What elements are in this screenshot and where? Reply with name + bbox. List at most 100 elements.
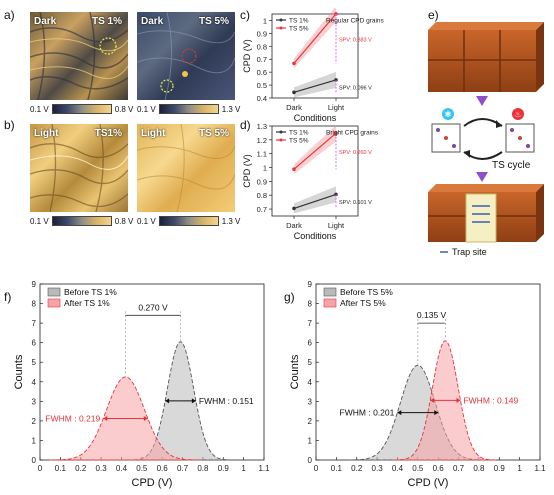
colorbar-gradient [158,216,219,226]
colorbar-max: 0.8 V [114,104,134,114]
x-tick-label: 0.1 [55,464,67,473]
legend-label: After TS 1% [64,298,110,308]
data-point [334,192,338,197]
y-tick-label: 7 [32,319,37,328]
colorbar-b-right: 0.1 V 1.3 V [137,216,240,226]
chart-f: 0 1 2 3 4 5 6 7 8 9 0 0.1 0.2 0.3 0.4 0.5 0.6 0.7 0.8 0.9 1 1… [14,280,270,489]
y-tick-label: 6 [32,339,37,348]
x-axis-label: Conditions [294,231,337,241]
confidence-band [294,71,336,98]
y-tick-label: 1.2 [257,136,267,145]
chart-title: Regular CPD grains [326,18,385,25]
y-tick-label: 0.8 [257,191,267,200]
legend-label: Before TS 1% [64,287,117,297]
y-tick-label: 1 [32,436,37,445]
legend-label: TS 1% [289,18,309,25]
x-tick-label: 0.4 [392,464,404,473]
legend-swatch [47,287,61,297]
colorbar-a-left: 0.1 V 0.8 V [30,104,133,114]
colorbar-gradient [51,216,112,226]
afm-image-light-ts5: Light TS 5% [137,124,235,212]
x-tick-label: 0 [38,464,43,473]
colorbar-max: 1.3 V [221,104,241,114]
x-tick-label: 0.8 [197,464,209,473]
panel-label-c: c) [240,8,250,22]
x-tick-label: 0.5 [136,464,148,473]
y-tick-label: 5 [32,358,37,367]
x-tick-label: 0.7 [177,464,189,473]
x-tick-label: 0.8 [473,464,485,473]
afm-image-dark-ts5: Dark TS 5% [137,12,235,100]
fwhm-label: FWHM : 0.219 [45,413,100,423]
x-tick-label: 0.5 [412,464,424,473]
data-point [292,206,296,211]
y-tick-label: 3 [32,397,37,406]
y-tick-label: 1 [263,164,267,173]
y-tick-label: 0.6 [257,68,267,77]
legend-label: Before TS 5% [340,287,393,297]
trap-site-label: Trap site [452,247,487,257]
x-tick-label: 1.1 [258,464,270,473]
x-tick-label: 0.6 [157,464,169,473]
svg-text:✱: ✱ [445,110,452,119]
legend-label: TS 5% [289,138,309,145]
y-axis-label: CPD (V) [242,154,252,188]
arrow-down-icon [476,172,488,182]
x-tick-label: 0.4 [116,464,128,473]
ts-cycle-label: TS cycle [492,160,531,171]
fwhm-arrowhead [103,415,108,421]
x-tick-label: 1 [517,464,522,473]
y-tick-label: 6 [308,339,313,348]
y-tick-label: 0.4 [257,94,267,103]
panel-label-e: e) [428,8,439,22]
arrow-down-icon [476,96,488,106]
x-tick-label: 0 [314,464,319,473]
x-tick-label: Dark [286,221,302,230]
ts-cycle-diagram: ✱ ♨ TS cycle [431,108,535,171]
flame-icon [512,108,524,120]
y-tick-label: 4 [308,378,313,387]
x-tick-label: 1 [241,464,246,473]
colorbar-gradient [51,104,112,114]
snowflake-icon [442,108,454,120]
y-axis-label: Counts [14,354,25,389]
y-tick-label: 1 [308,436,313,445]
fwhm-arrowhead [430,397,435,403]
y-tick-label: 0.7 [257,55,267,64]
data-point [292,90,296,95]
x-tick-label: 0.9 [218,464,230,473]
panel-label-b: b) [4,118,15,132]
series-line [293,132,337,170]
x-tick-label: 0.7 [453,464,465,473]
y-tick-label: 0 [308,456,313,465]
y-tick-label: 1.3 [257,122,267,131]
x-axis-label: Conditions [294,113,337,123]
y-tick-label: 0.5 [257,81,267,90]
afm-texture [30,124,128,212]
peak-separation-label: 0.135 V [417,310,447,320]
x-tick-label: 0.3 [372,464,384,473]
y-tick-label: 0.9 [257,177,267,186]
x-tick-label: 0.3 [96,464,108,473]
peak-separation-label: 0.270 V [138,302,168,312]
spv-label: SPV: 0.096 V [339,85,372,91]
colorbar-gradient [158,104,219,114]
fwhm-label: FWHM : 0.201 [340,408,395,418]
y-tick-label: 2 [32,417,37,426]
chart-title: Bright CPD grains [326,130,379,137]
data-point [292,167,296,171]
y-tick-label: 9 [32,280,37,289]
x-tick-label: 1.1 [534,464,546,473]
x-axis-label: CPD (V) [408,477,449,489]
grain-block-top [428,22,544,92]
x-tick-label: 0.1 [331,464,343,473]
fwhm-arrowhead [143,415,148,421]
afm-tag-ts: TS 1% [91,16,122,27]
chart-g: 0 1 2 3 4 5 6 7 8 9 0 0.1 0.2 0.3 0.4 0.5 0.6 0.7 0.8 0.9 1 1… [290,280,546,489]
colorbar-a-right: 0.1 V 1.3 V [137,104,240,114]
y-tick-label: 3 [308,397,313,406]
y-tick-label: 4 [32,378,37,387]
fwhm-arrowhead [456,397,461,403]
